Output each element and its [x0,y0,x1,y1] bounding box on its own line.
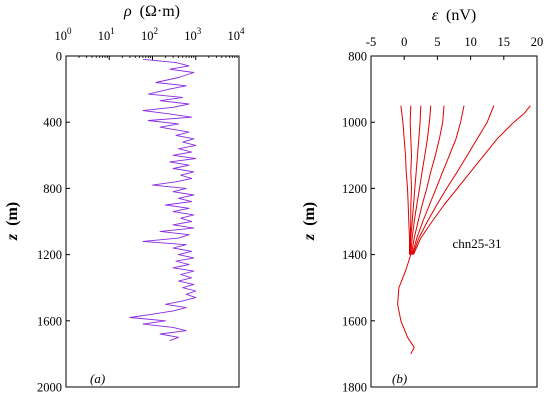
panel-b-signal: -5 0 5 10 15 20 800 1000 1200 1400 1600 1800 ε (nV… [301,7,543,395]
panel-a-label: (a) [90,371,105,386]
panel-b-signal-line [400,105,410,255]
panel-b-x-symbol: ε [432,7,439,24]
panel-b-frame [370,55,538,388]
panel-b-signal-line [410,105,432,255]
panel-b-y-tick-label: 1200 [342,182,367,196]
panel-b-y-tick-label: 1800 [342,381,367,395]
panel-b-signal-line [409,105,412,255]
panel-a-x-ticks: 100 101 102 103 104 [55,26,246,60]
panel-a-y-tick-label: 0 [56,50,62,64]
panel-b-y-axis-label: z (m) [301,202,318,241]
panel-b-y-symbol: z [301,233,318,241]
panel-a-y-tick-label: 400 [43,116,62,130]
panel-a-y-tick-label: 800 [43,182,62,196]
panel-b-x-tick-label: 10 [464,35,477,49]
panel-a-x-unit: (Ω·m) [140,3,180,20]
panel-b-signal-line [412,105,495,255]
panel-a-x-axis-label: ρ (Ω·m) [123,3,180,20]
panel-b-x-tick-label: 5 [434,35,440,49]
panel-a-x-tick-label: 103 [184,26,202,43]
panel-b-x-axis-label: ε (nV) [432,7,477,24]
panel-b-x-ticks: -5 0 5 10 15 20 [366,35,543,60]
panel-b-y-tick-label: 1600 [342,314,367,328]
panel-b-signal-line [411,105,465,255]
panel-a-y-tick-label: 2000 [37,381,62,395]
panel-b-y-tick-label: 1000 [342,116,367,130]
panel-a-resistivity: 100 101 102 103 104 0 400 800 1200 1600 2000 ρ (Ω… [4,3,245,395]
panel-a-y-symbol: z [4,233,21,241]
panel-b-y-ticks: 800 1000 1200 1400 1600 1800 [342,50,375,395]
panel-b-y-unit: (m) [301,202,318,226]
panel-b-signal-line [411,105,445,255]
panel-a-x-tick-label: 102 [141,26,158,43]
panel-b-series [397,105,531,355]
panel-a-x-tick-label: 101 [98,26,115,43]
panel-b-x-tick-label: -5 [366,35,376,49]
panel-b-x-tick-label: 20 [531,35,544,49]
panel-a-x-tick-label: 104 [228,26,246,43]
panel-b-y-tick-label: 1400 [342,248,367,262]
panel-b-signal-line [409,105,422,255]
panel-a-series [129,58,197,342]
panel-a-x-symbol: ρ [123,3,132,20]
panel-b-signal-line [397,254,415,355]
panel-a-x-tick-label: 100 [55,26,73,43]
panel-b-x-tick-label: 15 [498,35,511,49]
panel-b-x-unit: (nV) [446,7,476,24]
panel-a-frame [65,55,240,388]
panel-a-y-tick-label: 1200 [37,248,62,262]
panel-b-y-tick-label: 800 [348,50,367,64]
panel-b-annotation: chn25-31 [452,236,501,251]
panel-a-y-ticks: 0 400 800 1200 1600 2000 [37,50,70,395]
panel-a-y-axis-label: z (m) [4,202,21,241]
panel-a-y-tick-label: 1600 [37,314,62,328]
panel-a-y-unit: (m) [4,202,21,226]
panel-b-signal-line [413,105,531,255]
panel-b-x-tick-label: 0 [401,35,407,49]
panel-a-resistivity-line [129,58,197,342]
panel-b-label: (b) [392,371,407,386]
